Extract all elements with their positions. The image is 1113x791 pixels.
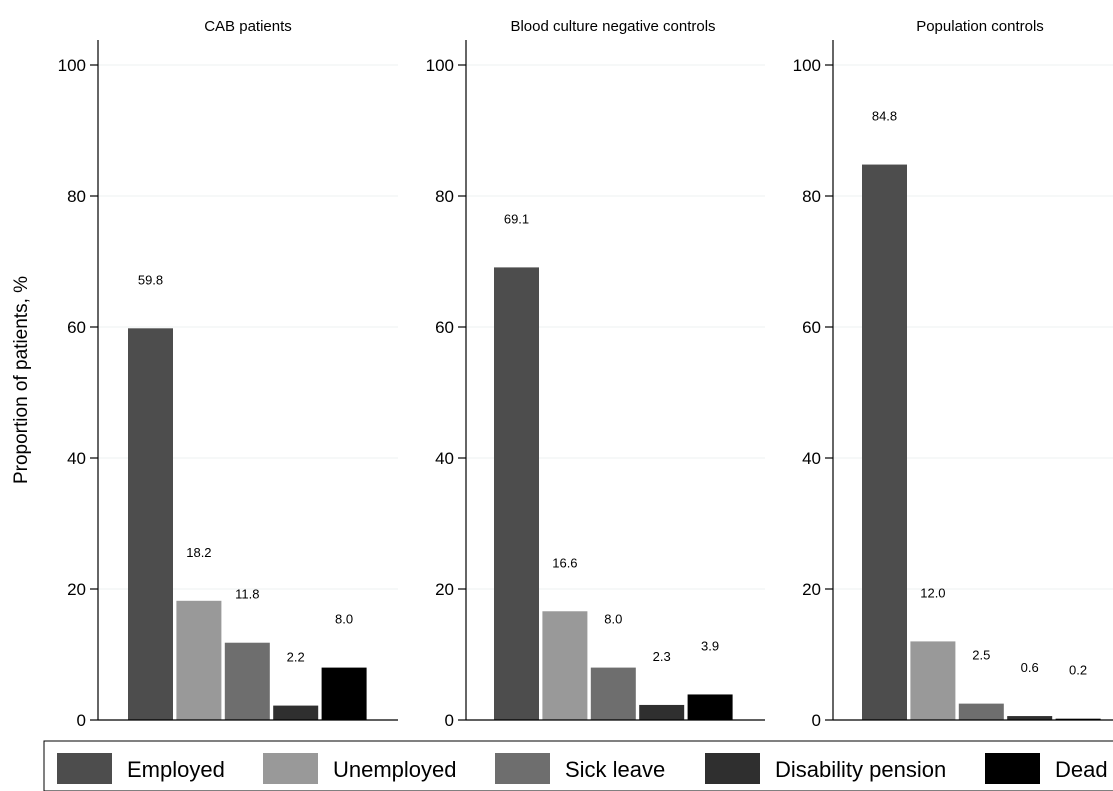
y-tick-label: 0 [812,711,821,730]
data-label: 84.8 [872,109,897,124]
y-tick-label: 100 [793,56,821,75]
legend-box [43,740,1113,791]
bar [224,642,270,720]
bar [176,600,222,720]
y-axis-label: Proportion of patients, % [11,276,32,484]
data-label: 18.2 [186,545,211,560]
bar [1055,718,1101,720]
y-tick-label: 0 [445,711,454,730]
data-label: 16.6 [552,555,577,570]
legend-label: Employed [127,757,225,782]
panel-title: CAB patients [204,18,292,35]
bar [321,667,367,720]
y-tick-label: 40 [67,449,86,468]
data-label: 12.0 [920,585,945,600]
bar [542,611,588,720]
y-tick-label: 20 [67,580,86,599]
bar [862,164,907,720]
legend-swatch [57,753,112,784]
legend-label: Sick leave [565,757,665,782]
legend-swatch [263,753,318,784]
y-tick-label: 40 [435,449,454,468]
data-label: 2.5 [972,648,990,663]
panel-title: Blood culture negative controls [510,18,715,35]
data-label: 69.1 [504,211,529,226]
data-label: 2.3 [653,649,671,664]
data-label: 0.6 [1021,660,1039,675]
bar [590,667,636,720]
y-tick-label: 60 [67,318,86,337]
y-tick-label: 0 [77,711,86,730]
y-tick-label: 80 [435,187,454,206]
legend-label: Dead [1055,757,1108,782]
bar [910,641,956,720]
data-label: 0.2 [1069,663,1087,678]
bar [273,705,319,720]
y-tick-label: 100 [58,56,86,75]
y-tick-label: 80 [802,187,821,206]
legend-swatch [495,753,550,784]
y-tick-label: 80 [67,187,86,206]
legend-label: Unemployed [333,757,457,782]
panel-title: Population controls [916,18,1044,35]
bar [958,703,1004,720]
y-tick-label: 20 [435,580,454,599]
bar [128,328,173,720]
legend-swatch [985,753,1040,784]
bar [1007,716,1053,720]
y-tick-label: 20 [802,580,821,599]
y-tick-label: 100 [426,56,454,75]
data-label: 3.9 [701,638,719,653]
y-tick-label: 40 [802,449,821,468]
legend-label: Disability pension [775,757,946,782]
bar [687,694,733,720]
y-tick-label: 60 [802,318,821,337]
legend-swatch [705,753,760,784]
data-label: 2.2 [287,650,305,665]
y-tick-label: 60 [435,318,454,337]
data-label: 8.0 [335,612,353,627]
bar [639,704,685,720]
data-label: 8.0 [604,612,622,627]
data-label: 11.8 [235,587,259,602]
bar [494,267,539,720]
data-label: 59.8 [138,272,163,287]
